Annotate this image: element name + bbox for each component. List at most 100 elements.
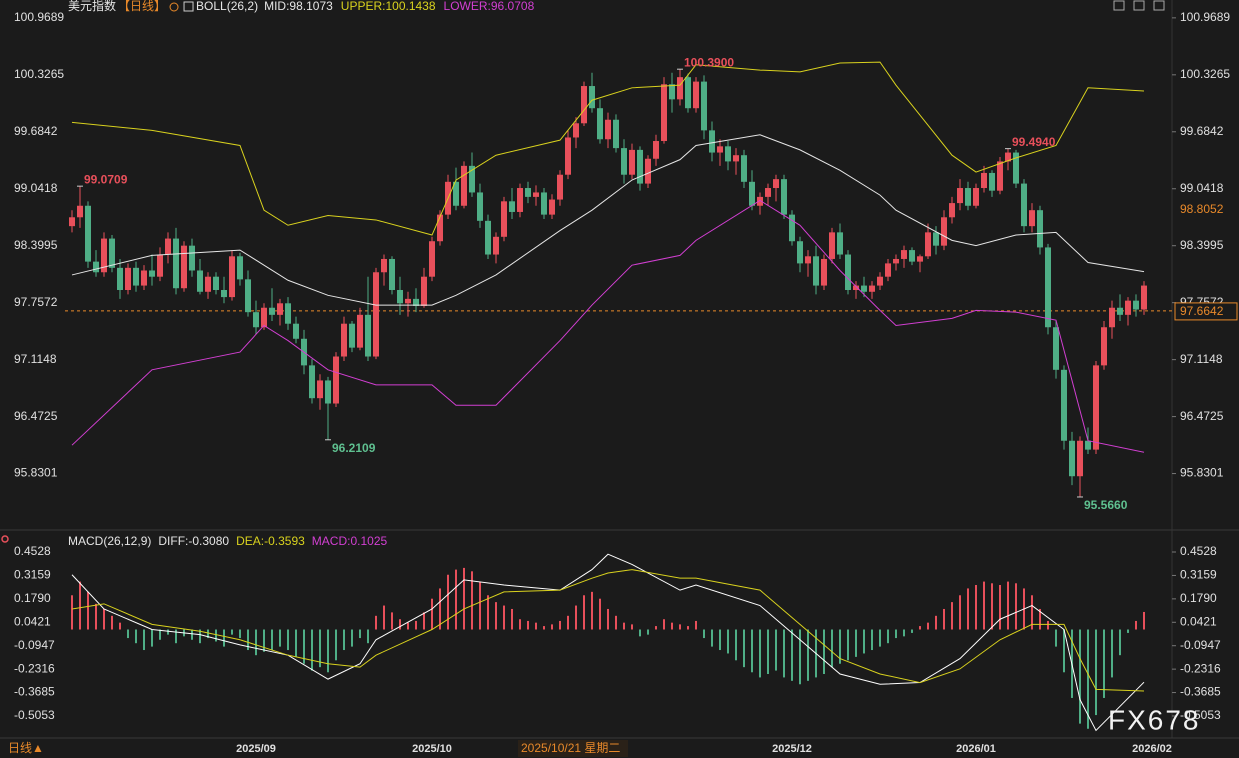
macd-bar — [359, 629, 361, 639]
candle-body — [205, 276, 211, 292]
candle-body — [325, 380, 331, 404]
y-tick-label-right: 96.4725 — [1180, 409, 1224, 423]
macd-bar — [983, 581, 985, 630]
candle-body — [245, 279, 251, 313]
y-tick-label: 0.4528 — [14, 544, 51, 558]
macd-bar — [247, 629, 249, 651]
macd-bar — [351, 629, 353, 647]
candle-body — [1021, 183, 1027, 227]
candle-body — [621, 148, 627, 175]
macd-bar — [767, 629, 769, 674]
price-line-label: 97.6642 — [1180, 304, 1224, 318]
macd-bar — [391, 612, 393, 630]
y-tick-label: -0.2316 — [14, 661, 55, 675]
toolbar-button[interactable] — [1113, 0, 1125, 11]
boll-upper — [71, 61, 1145, 236]
candle-body — [1117, 307, 1123, 315]
candle-body — [805, 256, 811, 264]
annotation-label: 100.3900 — [684, 55, 734, 69]
legend-entry: MID:98.1073 — [264, 0, 333, 13]
candle-body — [877, 276, 883, 286]
macd-bar — [1135, 620, 1137, 630]
macd-bar — [1055, 629, 1057, 647]
candle-body — [389, 258, 395, 290]
candle-body — [677, 77, 683, 100]
candle-body — [813, 256, 819, 286]
period-label: 【日线】 — [118, 0, 166, 13]
toolbar-button[interactable] — [1133, 0, 1145, 11]
candle-body — [901, 250, 907, 259]
candle-body — [989, 172, 995, 191]
macd-bar — [1039, 608, 1041, 630]
candle-body — [717, 146, 723, 153]
macd-bar — [455, 569, 457, 630]
y-tick-label-right: -0.2316 — [1180, 661, 1221, 675]
macd-bar — [911, 629, 913, 633]
candle-body — [949, 203, 955, 218]
candle-body — [357, 314, 363, 348]
price-line-box — [1174, 302, 1238, 321]
y-tick-label: 97.7572 — [14, 295, 58, 309]
macd-bar — [191, 629, 193, 640]
macd-bar — [375, 615, 377, 630]
macd-bar — [823, 629, 825, 674]
toolbar-button[interactable] — [1153, 0, 1165, 11]
y-tick-label: 95.8301 — [14, 466, 58, 480]
macd-bar — [447, 574, 449, 630]
candle-body — [981, 172, 987, 189]
candle-body — [237, 256, 243, 280]
candle-body — [1029, 210, 1035, 227]
candle-body — [733, 155, 739, 162]
candle-body — [453, 181, 459, 206]
candle-body — [557, 174, 563, 200]
macd-bar — [967, 588, 969, 630]
candle-body — [365, 314, 371, 357]
legend-entry: LOWER:96.0708 — [444, 0, 535, 13]
candle-body — [605, 119, 611, 140]
macd-bar — [231, 629, 233, 635]
candle-body — [373, 272, 379, 357]
candle-body — [437, 214, 443, 242]
candle-body — [845, 254, 851, 290]
candle-body — [109, 238, 115, 268]
candle-body — [589, 86, 595, 109]
y-tick-label-right: 0.4528 — [1180, 544, 1217, 558]
y-tick-label-right: 100.3265 — [1180, 67, 1230, 81]
candle-body — [661, 84, 667, 142]
candle-body — [909, 250, 915, 262]
candle-body — [853, 285, 859, 290]
candle-body — [149, 270, 155, 277]
macd-bar — [487, 595, 489, 630]
candle-body — [157, 254, 163, 277]
candle-body — [261, 307, 267, 328]
candle-body — [1109, 307, 1115, 328]
candle-body — [1125, 300, 1131, 315]
macd-bar — [215, 629, 217, 642]
candle-body — [285, 303, 291, 324]
macd-bar — [1007, 581, 1009, 630]
macd-bar — [423, 612, 425, 630]
y-tick-label-right: -0.5053 — [1180, 708, 1221, 722]
x-tick-label: 2026/01 — [956, 743, 996, 755]
x-tick-label: 2025/09 — [236, 743, 276, 755]
macd-bar — [159, 629, 161, 640]
macd-bar — [135, 629, 137, 644]
y-tick-label: 100.3265 — [14, 67, 64, 81]
candle-body — [797, 241, 803, 264]
macd-bar — [399, 619, 401, 630]
macd-line — [71, 553, 1145, 732]
y-tick-label: 99.6842 — [14, 124, 58, 138]
candle-body — [405, 298, 411, 304]
period-switch[interactable]: 日线▲ — [8, 741, 44, 755]
candle-body — [101, 238, 107, 273]
y-tick-label-right: 98.3995 — [1180, 238, 1224, 252]
macd-bar — [407, 622, 409, 630]
candle-body — [333, 356, 339, 404]
macd-bar — [999, 585, 1001, 630]
candle-body — [741, 155, 747, 182]
macd-bar — [759, 629, 761, 678]
macd-bar — [631, 624, 633, 630]
pane-icon[interactable] — [1, 535, 9, 543]
candle-body — [933, 232, 939, 246]
macd-bar — [87, 591, 89, 630]
